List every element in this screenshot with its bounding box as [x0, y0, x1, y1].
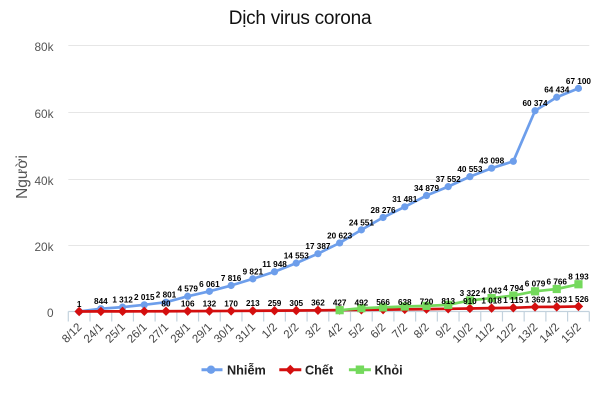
- svg-text:813: 813: [441, 297, 455, 306]
- svg-text:24 551: 24 551: [349, 218, 374, 227]
- svg-text:67 100: 67 100: [566, 77, 591, 86]
- svg-text:40k: 40k: [34, 174, 53, 188]
- svg-text:60 374: 60 374: [523, 99, 548, 108]
- svg-text:1 018: 1 018: [481, 297, 502, 306]
- svg-text:1 369: 1 369: [525, 295, 546, 304]
- svg-text:362: 362: [311, 299, 325, 308]
- svg-text:492: 492: [355, 298, 369, 307]
- svg-text:20k: 20k: [34, 240, 53, 254]
- svg-text:1 115: 1 115: [503, 296, 523, 305]
- svg-text:566: 566: [376, 298, 390, 307]
- svg-text:20 623: 20 623: [327, 231, 352, 240]
- svg-text:17 387: 17 387: [305, 242, 330, 251]
- svg-text:4 579: 4 579: [177, 285, 198, 294]
- svg-text:170: 170: [224, 299, 238, 308]
- svg-text:80: 80: [161, 300, 171, 309]
- svg-text:34 879: 34 879: [414, 184, 439, 193]
- svg-text:6 766: 6 766: [546, 277, 567, 286]
- svg-text:720: 720: [420, 298, 434, 307]
- svg-text:1 383: 1 383: [546, 295, 567, 304]
- svg-text:80k: 80k: [34, 40, 53, 54]
- svg-text:2 801: 2 801: [156, 291, 177, 300]
- svg-text:31 481: 31 481: [392, 195, 417, 204]
- svg-text:1: 1: [77, 300, 82, 309]
- svg-text:132: 132: [203, 299, 217, 308]
- svg-text:Nhiễm: Nhiễm: [227, 363, 266, 378]
- svg-text:9 821: 9 821: [243, 267, 264, 276]
- svg-text:4 794: 4 794: [503, 284, 524, 293]
- svg-text:638: 638: [398, 298, 412, 307]
- svg-text:11 948: 11 948: [262, 260, 287, 269]
- svg-text:Dịch virus corona: Dịch virus corona: [229, 8, 372, 29]
- svg-text:7 816: 7 816: [221, 274, 242, 283]
- svg-text:Người: Người: [14, 155, 31, 199]
- svg-text:43 098: 43 098: [479, 157, 504, 166]
- svg-text:8 193: 8 193: [568, 273, 589, 282]
- svg-text:427: 427: [333, 298, 347, 307]
- svg-text:14 553: 14 553: [284, 252, 309, 261]
- svg-text:305: 305: [289, 299, 303, 308]
- svg-text:6 079: 6 079: [525, 280, 546, 289]
- svg-text:60k: 60k: [34, 107, 53, 121]
- svg-text:106: 106: [181, 300, 195, 309]
- svg-text:1 312: 1 312: [112, 296, 133, 305]
- svg-text:1 526: 1 526: [568, 295, 589, 304]
- svg-text:844: 844: [94, 297, 108, 306]
- svg-text:Khỏi: Khỏi: [375, 364, 403, 378]
- svg-text:6 061: 6 061: [199, 280, 220, 289]
- svg-text:37 552: 37 552: [436, 175, 461, 184]
- svg-text:64 434: 64 434: [544, 86, 569, 95]
- svg-text:259: 259: [268, 299, 282, 308]
- svg-text:40 553: 40 553: [457, 165, 482, 174]
- svg-text:213: 213: [246, 299, 260, 308]
- svg-text:Chết: Chết: [305, 364, 334, 378]
- svg-text:4 043: 4 043: [481, 286, 502, 295]
- svg-text:28 276: 28 276: [371, 206, 396, 215]
- svg-text:2 015: 2 015: [134, 293, 155, 302]
- svg-text:910: 910: [463, 297, 477, 306]
- svg-text:0: 0: [47, 306, 54, 320]
- svg-text:3 322: 3 322: [460, 289, 481, 298]
